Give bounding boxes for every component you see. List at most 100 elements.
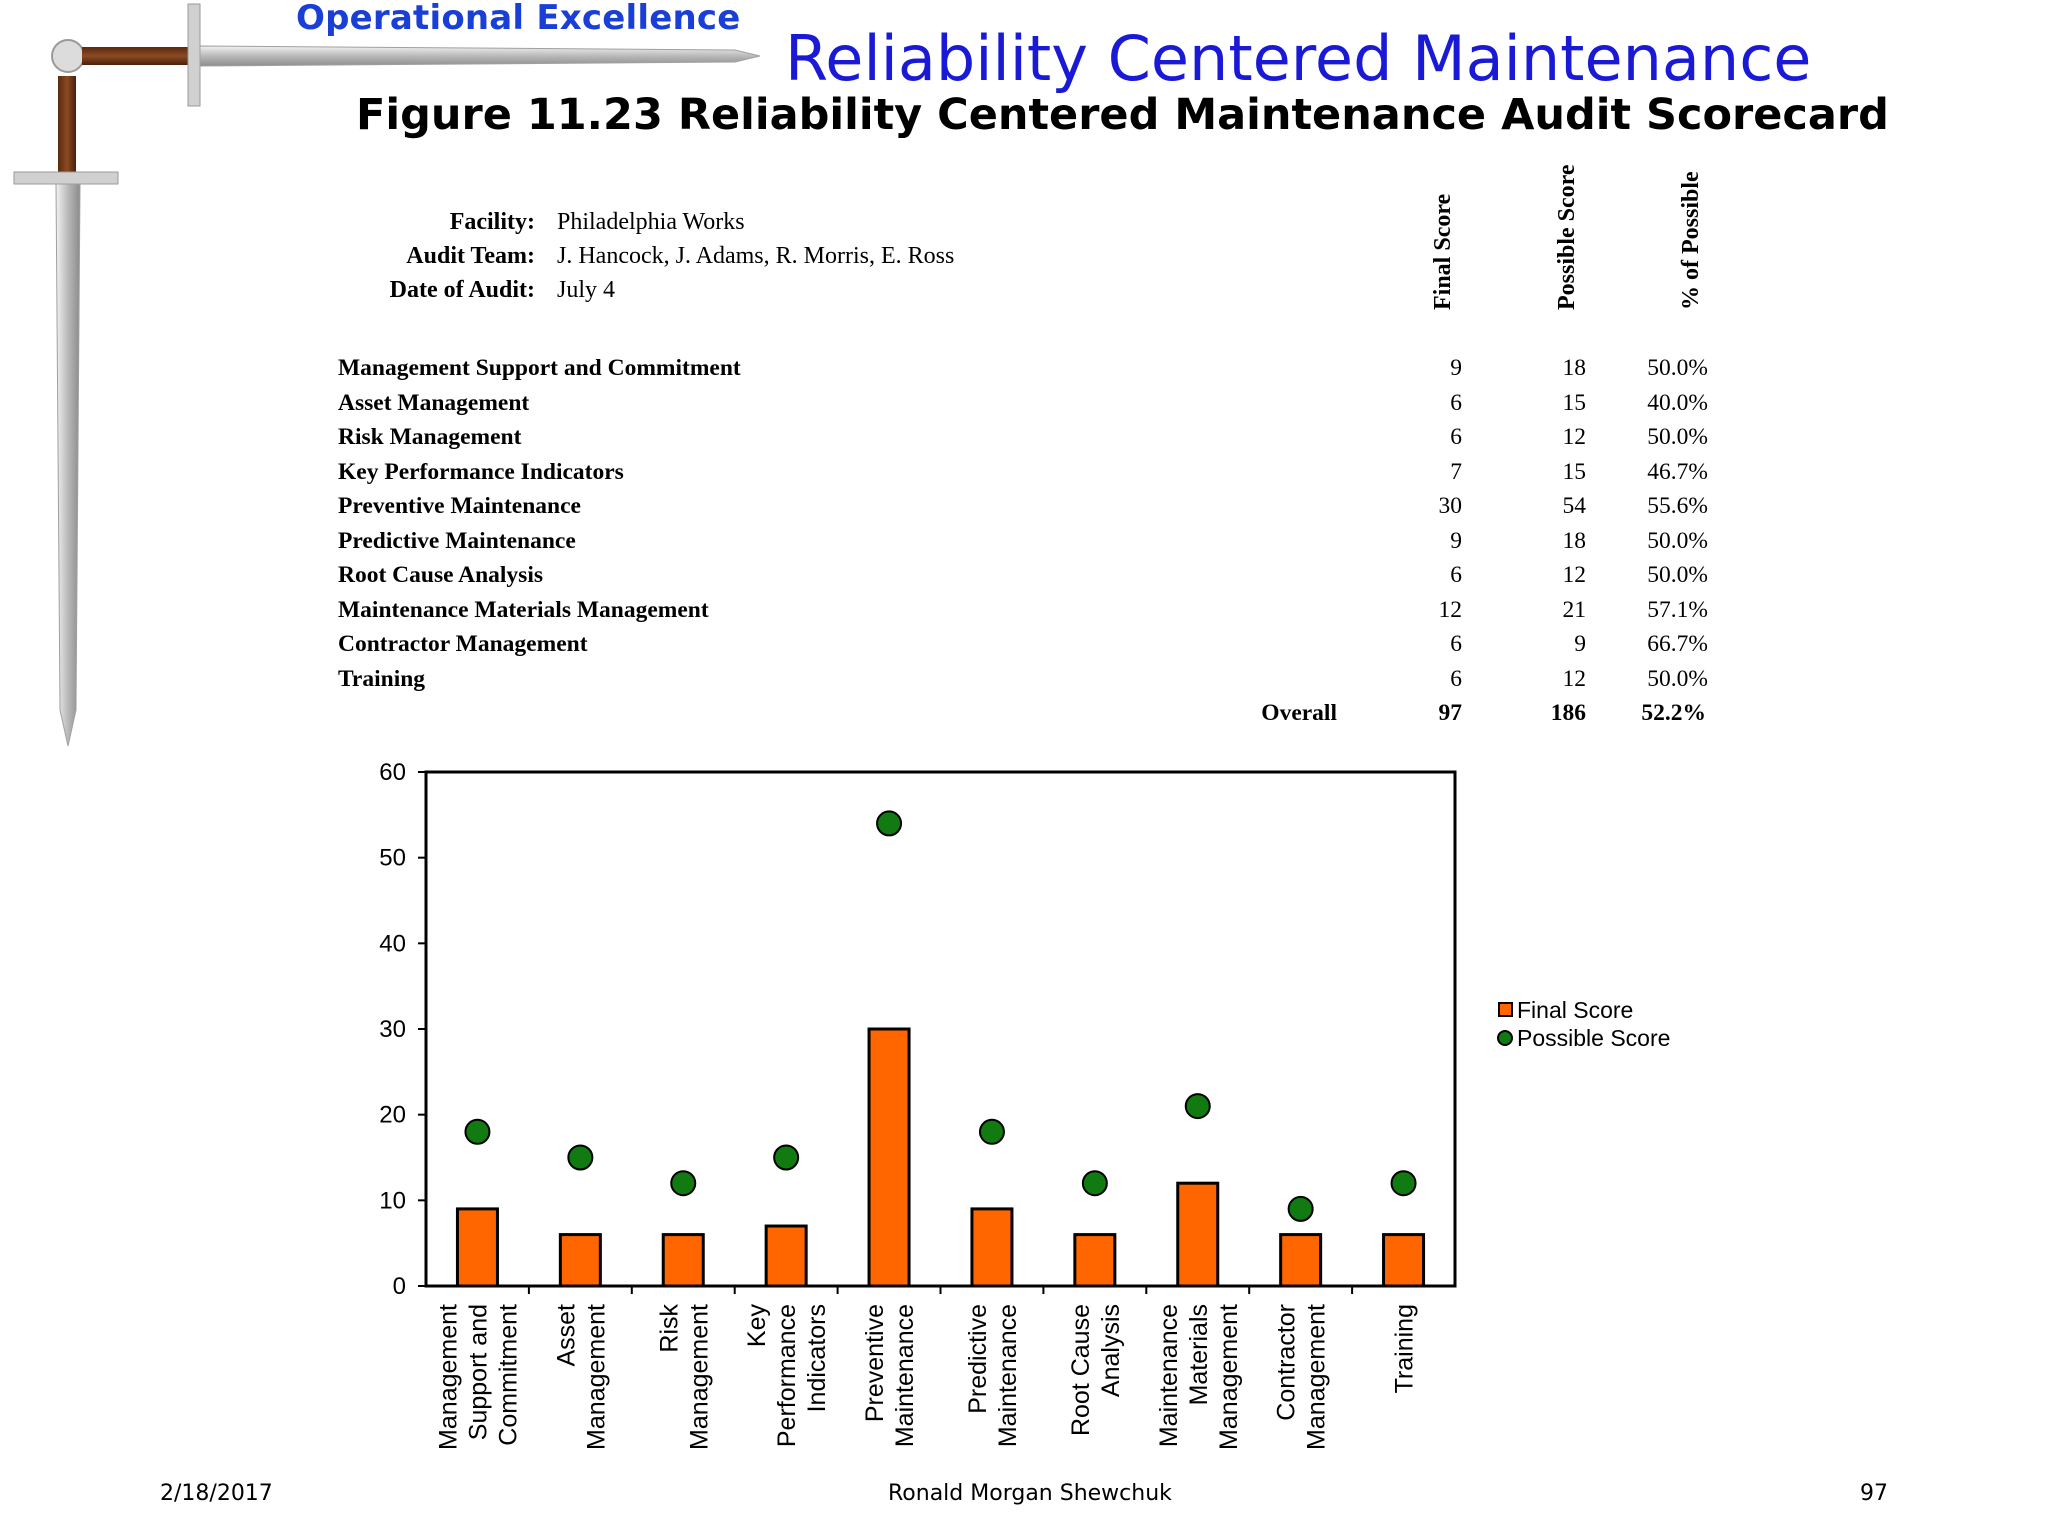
x-category-label: Indicators bbox=[803, 1304, 831, 1412]
table-row-possible-score: 12 bbox=[1562, 424, 1587, 450]
bar-final-score bbox=[867, 1027, 911, 1288]
x-category-label: Preventive bbox=[861, 1304, 889, 1422]
table-row-final-score: 7 bbox=[1450, 458, 1462, 485]
bar-final-score bbox=[764, 1224, 808, 1288]
x-category-label: Maintenance bbox=[891, 1304, 919, 1447]
legend-final-score-swatch bbox=[1498, 1002, 1513, 1017]
table-row-possible-score: 15 bbox=[1562, 389, 1587, 416]
x-category-label: Management bbox=[1215, 1304, 1243, 1450]
x-category-label: Performance bbox=[773, 1304, 801, 1447]
table-row-final-score: 6 bbox=[1450, 665, 1462, 692]
point-possible-score bbox=[773, 1144, 800, 1171]
y-tick-label: 0 bbox=[393, 1273, 406, 1300]
x-category-label: Management bbox=[1303, 1304, 1331, 1450]
footer-page-number: 97 bbox=[1860, 1481, 1888, 1506]
table-row-possible-score: 18 bbox=[1562, 527, 1587, 554]
x-category-label: Contractor bbox=[1273, 1304, 1301, 1421]
table-row-final-score: 6 bbox=[1450, 631, 1462, 657]
table-row-label: Asset Management bbox=[338, 389, 530, 416]
overall-final: 97 bbox=[1438, 700, 1463, 726]
table-row-possible-score: 12 bbox=[1562, 665, 1587, 692]
x-category-label: Materials bbox=[1185, 1304, 1213, 1405]
page-title: Reliability Centered Maintenance bbox=[785, 22, 1812, 95]
table-row-final-score: 12 bbox=[1438, 596, 1463, 623]
footer-author: Ronald Morgan Shewchuk bbox=[888, 1481, 1172, 1506]
overall-pct: 52.2% bbox=[1641, 700, 1706, 726]
legend-final-score-label: Final Score bbox=[1517, 997, 1633, 1023]
table-row-pct: 50.0% bbox=[1647, 665, 1708, 692]
x-category-label: Management bbox=[434, 1304, 462, 1450]
x-category-label: Management bbox=[582, 1304, 610, 1450]
overall-label: Overall bbox=[1261, 700, 1337, 726]
table-row-possible-score: 15 bbox=[1562, 458, 1587, 485]
table-row-pct: 46.7% bbox=[1647, 458, 1708, 485]
x-category-label: Maintenance bbox=[1155, 1304, 1183, 1447]
table-row-pct: 40.0% bbox=[1647, 389, 1708, 416]
y-tick-label: 10 bbox=[379, 1187, 406, 1214]
point-possible-score bbox=[1390, 1170, 1417, 1197]
audit-date-value: July 4 bbox=[557, 277, 616, 303]
x-category-label: Analysis bbox=[1097, 1304, 1125, 1397]
x-category-label: Predictive bbox=[964, 1304, 992, 1414]
bar-final-score bbox=[1279, 1233, 1323, 1288]
table-row-label: Training bbox=[338, 665, 426, 692]
table-row-label: Key Performance Indicators bbox=[338, 458, 624, 485]
point-possible-score bbox=[978, 1118, 1005, 1145]
bar-final-score bbox=[1176, 1181, 1220, 1288]
y-tick-label: 20 bbox=[379, 1102, 406, 1129]
x-category-label: Maintenance bbox=[994, 1304, 1022, 1447]
column-header-possible-score: Possible Score bbox=[1554, 164, 1580, 310]
x-category-label: Key bbox=[743, 1304, 771, 1348]
brand-title: Operational Excellence bbox=[296, 0, 741, 38]
overall-possible: 186 bbox=[1550, 700, 1586, 726]
table-row-final-score: 6 bbox=[1450, 389, 1462, 416]
column-header-final-score: Final Score bbox=[1430, 193, 1456, 310]
x-category-label: Root Cause bbox=[1067, 1304, 1095, 1436]
table-row-final-score: 6 bbox=[1450, 424, 1462, 450]
legend-possible-score-label: Possible Score bbox=[1517, 1025, 1670, 1051]
figure-title: Figure 11.23 Reliability Centered Mainte… bbox=[356, 90, 1889, 140]
point-possible-score bbox=[670, 1170, 697, 1197]
sword-logo bbox=[13, 3, 761, 747]
point-possible-score bbox=[1287, 1195, 1314, 1222]
y-tick-label: 30 bbox=[379, 1016, 406, 1043]
column-header-pct-possible: % of Possible bbox=[1678, 171, 1704, 310]
table-row-pct: 50.0% bbox=[1647, 424, 1708, 450]
bar-final-score bbox=[455, 1207, 499, 1288]
table-row-pct: 50.0% bbox=[1647, 527, 1708, 554]
table-row-possible-score: 9 bbox=[1574, 631, 1586, 657]
point-possible-score bbox=[1081, 1170, 1108, 1197]
table-row-final-score: 9 bbox=[1450, 355, 1462, 381]
table-row-label: Contractor Management bbox=[338, 631, 588, 657]
table-row-label: Predictive Maintenance bbox=[338, 527, 576, 554]
x-category-label: Asset bbox=[552, 1304, 580, 1367]
x-category-label: Training bbox=[1391, 1304, 1419, 1393]
point-possible-score bbox=[464, 1118, 491, 1145]
table-row-pct: 66.7% bbox=[1647, 631, 1708, 657]
audit-team-value: J. Hancock, J. Adams, R. Morris, E. Ross bbox=[557, 243, 955, 269]
table-row-label: Management Support and Commitment bbox=[338, 355, 741, 381]
x-category-label: Support and bbox=[464, 1304, 492, 1440]
table-row-label: Preventive Maintenance bbox=[338, 493, 581, 519]
bar-final-score bbox=[661, 1233, 705, 1288]
table-row-pct: 57.1% bbox=[1647, 596, 1708, 623]
bar-final-score bbox=[1073, 1233, 1117, 1288]
table-row-possible-score: 12 bbox=[1562, 562, 1587, 588]
point-possible-score bbox=[567, 1144, 594, 1171]
audit-team-label: Audit Team: bbox=[406, 243, 535, 269]
bar-final-score bbox=[1382, 1233, 1426, 1288]
bar-final-score bbox=[970, 1207, 1014, 1288]
legend-possible-score-swatch bbox=[1497, 1030, 1513, 1046]
facility-label: Facility: bbox=[449, 209, 535, 235]
x-category-label: Risk bbox=[655, 1304, 683, 1353]
footer-date: 2/18/2017 bbox=[160, 1481, 273, 1506]
facility-value: Philadelphia Works bbox=[557, 209, 745, 235]
table-row-possible-score: 21 bbox=[1562, 596, 1587, 623]
table-row-final-score: 9 bbox=[1450, 527, 1462, 554]
table-row-label: Maintenance Materials Management bbox=[338, 596, 709, 623]
x-category-label: Commitment bbox=[494, 1304, 522, 1446]
table-row-possible-score: 18 bbox=[1562, 355, 1587, 381]
bar-final-score bbox=[558, 1233, 602, 1288]
y-tick-label: 40 bbox=[379, 930, 406, 957]
